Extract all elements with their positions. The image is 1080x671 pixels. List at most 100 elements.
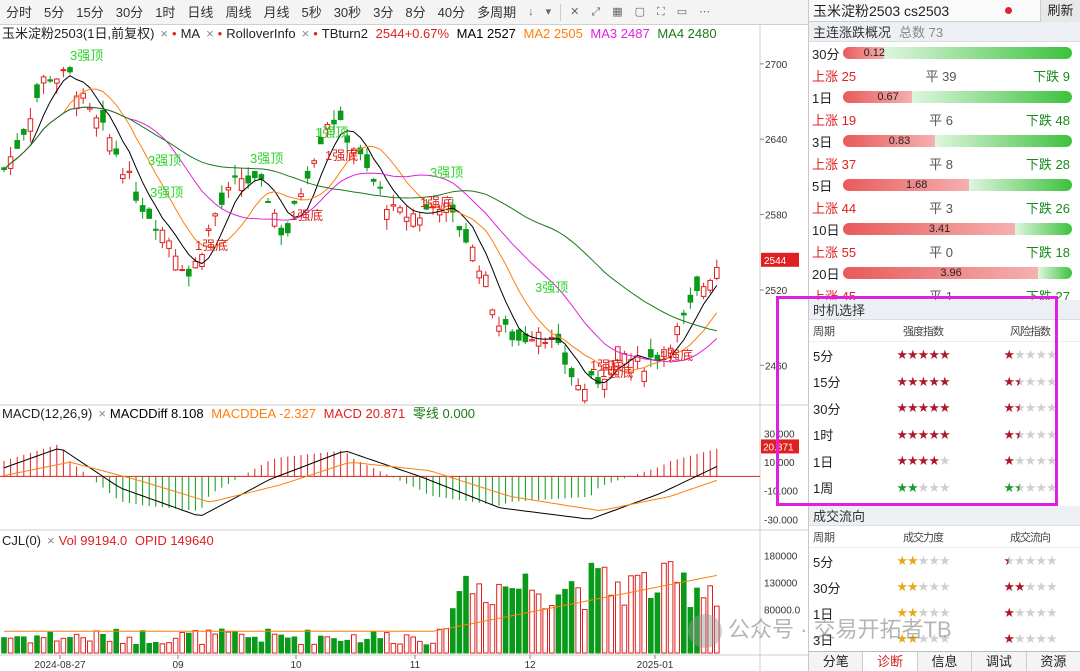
volume-bar <box>34 635 40 654</box>
period-tab-8[interactable]: 5秒 <box>301 4 322 20</box>
period-tab-2[interactable]: 15分 <box>76 4 104 20</box>
panel-tab-0[interactable]: 分笔 <box>809 652 864 671</box>
candle-body <box>331 119 337 125</box>
period-tab-6[interactable]: 周线 <box>225 4 252 20</box>
volume-bar <box>661 562 667 654</box>
volume-bar <box>331 638 337 654</box>
arrow-down-icon[interactable]: ↓ <box>528 5 534 18</box>
volume-bar <box>582 608 588 654</box>
candle-body <box>40 76 47 84</box>
expand-icon[interactable]: ⤢ <box>591 5 601 18</box>
symbol-label: 玉米淀粉2503(1日,前复权) <box>2 26 155 41</box>
panel-tabs: 分笔 诊断 信息 调试 资源 <box>809 651 1080 671</box>
chart-area[interactable]: 2700 2640 2580 2520 2460 2544 30.000 10.000 -10.… <box>0 25 808 671</box>
period-tab-4[interactable]: 1时 <box>155 4 176 20</box>
volume-bar <box>27 642 34 654</box>
period-tab-13[interactable]: 多周期 <box>477 4 517 20</box>
flow-row: 30分 ★★★★★ ★★★★★ <box>809 574 1080 600</box>
zl-updown-row: 上涨 25 平 39 下跌 9 <box>809 64 1080 86</box>
period-tab-1[interactable]: 5分 <box>44 4 65 20</box>
candle-body <box>529 339 535 342</box>
volume-bar <box>423 644 430 654</box>
direction-stars: ★★★★★ <box>1003 553 1057 568</box>
fullscreen-icon[interactable]: ⛶ <box>657 5 665 18</box>
candle-body <box>502 319 509 325</box>
flow-header: 周期 成交力度 成交流向 <box>809 526 1080 548</box>
volume-bar <box>700 597 707 654</box>
candle-body <box>34 84 40 98</box>
candle-body <box>430 206 436 209</box>
candle-body <box>456 226 463 231</box>
dropdown-icon[interactable]: ▾ <box>545 5 552 18</box>
date-tick-label: 2025-01 <box>637 660 674 671</box>
toolbar-separator <box>560 3 562 21</box>
candle-body <box>384 208 390 220</box>
period-tab-5[interactable]: 日线 <box>187 4 214 20</box>
ma-line-1 <box>3 75 718 384</box>
panel-tab-3[interactable]: 调试 <box>972 652 1027 671</box>
close-x-icon[interactable]: × <box>301 26 310 41</box>
indicator-rollover[interactable]: RolloverInfo <box>226 26 296 41</box>
candle-body <box>14 140 20 149</box>
panel-tab-2[interactable]: 信息 <box>918 652 973 671</box>
volume-bar <box>667 561 674 654</box>
grid-icon[interactable]: ▦ <box>612 5 623 18</box>
volume-bar <box>225 631 232 654</box>
candle-body <box>258 174 265 180</box>
period-tab-9[interactable]: 30秒 <box>333 4 362 20</box>
volume-bar <box>575 587 582 654</box>
close-x-icon[interactable]: × <box>47 533 55 548</box>
period-tab-10[interactable]: 3分 <box>373 4 394 20</box>
timing-row: 1时 ★★★★★ ★★★★★ <box>809 422 1080 449</box>
indicator-ma[interactable]: MA <box>180 26 201 41</box>
window-icon[interactable]: ▢ <box>634 5 645 18</box>
risk-stars: ★★★★★ <box>1003 347 1057 363</box>
close-x-icon[interactable]: × <box>160 26 169 41</box>
period-tab-11[interactable]: 8分 <box>405 4 426 20</box>
candle-body <box>496 325 502 332</box>
close-x-icon[interactable]: × <box>98 406 106 421</box>
flow-title: 成交流向 <box>809 506 1080 526</box>
close-x-icon[interactable]: ✕ <box>570 5 580 18</box>
period-tab-3[interactable]: 30分 <box>115 4 144 20</box>
timing-period: 30分 <box>813 401 841 417</box>
candle-body <box>516 329 522 341</box>
period-tab-0[interactable]: 分时 <box>6 4 33 20</box>
zl-bar-row: 3日 0.83 <box>809 130 1080 152</box>
close-x-icon[interactable]: × <box>206 26 214 41</box>
panel-tab-1[interactable]: 诊断 <box>863 652 918 671</box>
timing-row: 5分 ★★★★★ ★★★★★ <box>809 342 1080 369</box>
volume-bar <box>595 568 601 654</box>
panel-tab-4[interactable]: 资源 <box>1027 652 1080 671</box>
indicator-tbturn[interactable]: TBturn2 <box>321 26 369 41</box>
collapse-icon[interactable]: ▭ <box>676 5 688 18</box>
volume-bar <box>186 632 192 654</box>
period-tab-7[interactable]: 月线 <box>263 4 290 20</box>
volume-bar <box>489 604 496 654</box>
risk-stars: ★★★★★ <box>1003 373 1057 389</box>
volume-bar <box>430 642 436 654</box>
vol-tick-label: 130000 <box>764 579 798 590</box>
zl-count-up: 上涨 55 <box>812 244 857 260</box>
candle-body <box>588 370 595 376</box>
candle-body <box>232 175 238 178</box>
volume-bar <box>278 634 284 654</box>
macd-diff: MACDDiff 8.108 <box>109 406 204 421</box>
zl-count-flat: 平 39 <box>925 68 957 84</box>
volume-bar <box>212 633 218 654</box>
refresh-button[interactable]: 刷新 <box>1040 0 1080 22</box>
candle-body <box>542 341 549 344</box>
period-tab-12[interactable]: 40分 <box>437 4 466 20</box>
ma-line-2 <box>3 88 718 373</box>
candle-body <box>377 186 383 189</box>
more-icon[interactable]: ⋯ <box>699 5 711 18</box>
candle-body <box>674 326 681 336</box>
candle-body <box>667 347 674 354</box>
zl-period: 3日 <box>812 134 833 150</box>
volume-bar <box>555 594 562 654</box>
zl-bar-down <box>968 179 1072 191</box>
flow-period: 3日 <box>813 632 834 648</box>
macd-tick-label: 10.000 <box>764 458 795 469</box>
risk-stars: ★★★★★ <box>1003 426 1057 442</box>
kline-chart-svg[interactable]: 27002640258025202460254430.00010.000-10.… <box>0 25 808 671</box>
